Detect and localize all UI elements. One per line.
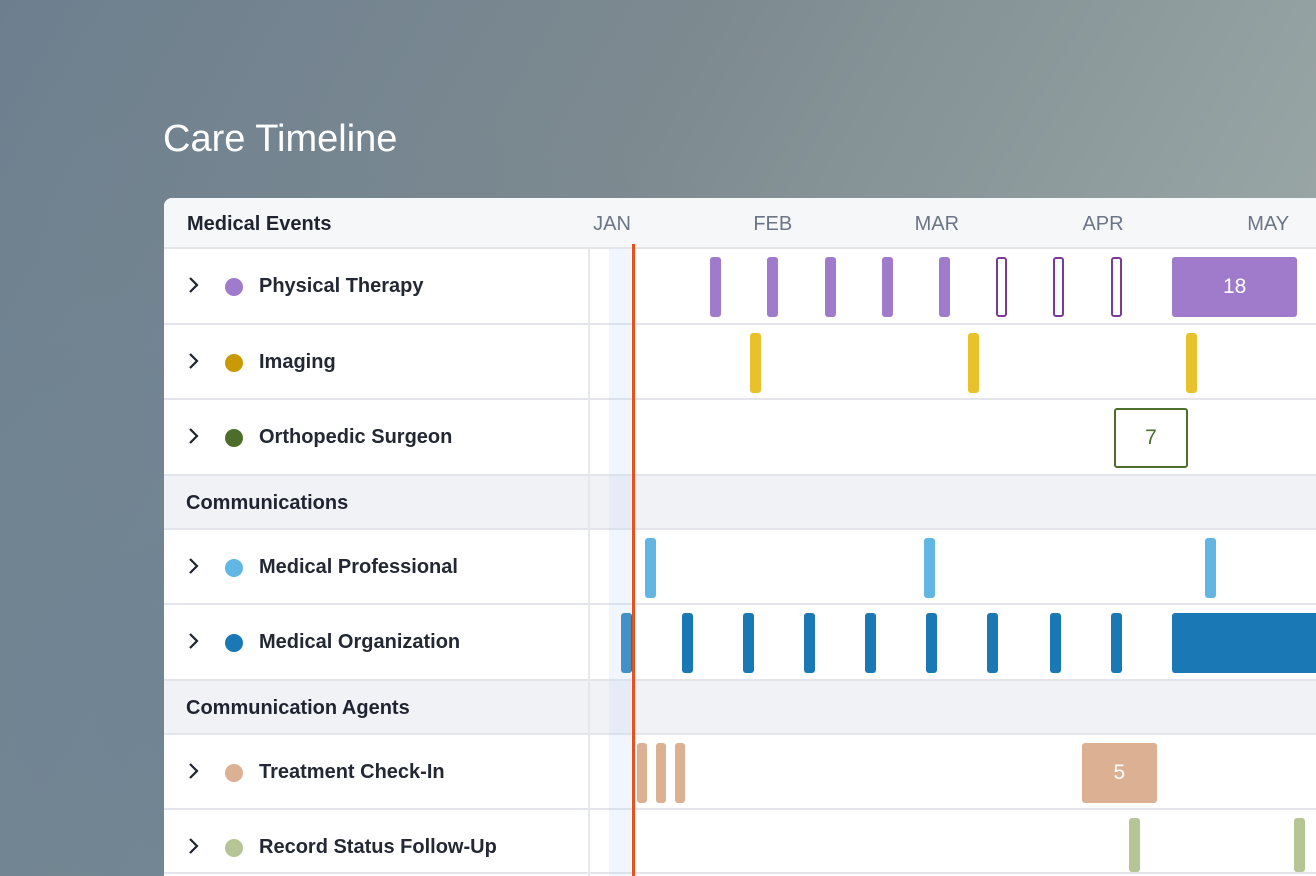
month-label-jan: JAN (593, 213, 631, 235)
chevron-right-icon[interactable] (186, 349, 200, 373)
timeline-row-treatment-check-in[interactable]: Treatment Check-In 5 (164, 734, 1316, 810)
current-period-highlight (609, 249, 631, 876)
timeline-header: Medical Events JAN FEB MAR APR MAY (164, 198, 1316, 249)
event-marker[interactable] (865, 613, 877, 673)
event-marker[interactable] (996, 257, 1008, 317)
timeline-panel: Medical Events JAN FEB MAR APR MAY Physical … (164, 198, 1316, 876)
chevron-right-icon[interactable] (186, 424, 200, 448)
event-marker[interactable] (644, 537, 656, 598)
category-color-dot (225, 763, 243, 782)
chevron-right-icon[interactable] (186, 629, 200, 653)
event-marker[interactable] (1049, 613, 1061, 673)
month-label-feb: FEB (753, 213, 793, 235)
event-marker[interactable] (881, 257, 893, 317)
column-header-medical-events: Medical Events (187, 213, 332, 235)
event-marker[interactable] (1128, 818, 1140, 872)
event-marker[interactable] (968, 332, 980, 393)
event-marker[interactable] (681, 613, 693, 673)
category-color-dot (225, 634, 243, 652)
event-group-block[interactable] (1172, 613, 1316, 673)
event-marker[interactable] (742, 613, 754, 673)
section-header-communication-agents: Communication Agents (164, 680, 1316, 735)
category-color-dot (225, 278, 243, 296)
event-marker[interactable] (1186, 332, 1198, 393)
event-marker[interactable] (675, 742, 686, 803)
event-marker[interactable] (710, 257, 722, 317)
row-label: Treatment Check-In (259, 760, 445, 783)
chevron-right-icon[interactable] (186, 273, 200, 297)
today-marker (632, 244, 636, 876)
column-divider (588, 249, 590, 876)
month-label-may: MAY (1247, 213, 1290, 235)
event-group-block[interactable]: 5 (1081, 742, 1157, 803)
event-group-block[interactable]: 7 (1113, 408, 1189, 468)
timeline-row-medical-professional[interactable]: Medical Professional (164, 529, 1316, 605)
row-label: Imaging (259, 350, 336, 373)
section-label: Communications (186, 491, 349, 514)
page-title: Care Timeline (163, 118, 398, 160)
event-marker[interactable] (804, 613, 816, 673)
event-group-block[interactable]: 18 (1172, 257, 1298, 317)
timeline-row-orthopedic-surgeon[interactable]: Orthopedic Surgeon 7 (164, 400, 1316, 476)
timeline-row-physical-therapy[interactable]: Physical Therapy 18 (164, 249, 1316, 325)
category-color-dot (225, 839, 243, 857)
event-count: 5 (1113, 760, 1126, 784)
event-count: 18 (1222, 275, 1247, 298)
timeline-row-imaging[interactable]: Imaging (164, 324, 1316, 400)
category-color-dot (225, 429, 243, 447)
category-color-dot (225, 558, 243, 577)
event-marker[interactable] (620, 613, 632, 673)
section-label: Communication Agents (186, 696, 410, 719)
event-marker[interactable] (1053, 257, 1065, 317)
category-color-dot (225, 353, 243, 372)
section-header-communications: Communications (164, 475, 1316, 530)
event-marker[interactable] (1110, 257, 1122, 317)
row-label: Medical Professional (259, 555, 458, 578)
event-marker[interactable] (767, 257, 779, 317)
event-marker[interactable] (926, 613, 938, 673)
chevron-right-icon[interactable] (186, 759, 200, 783)
chevron-right-icon[interactable] (186, 834, 200, 858)
row-label: Physical Therapy (259, 275, 424, 297)
event-marker[interactable] (1205, 537, 1217, 598)
event-marker[interactable] (924, 537, 936, 598)
event-marker[interactable] (938, 257, 950, 317)
event-marker[interactable] (656, 742, 667, 803)
timeline-row-record-status-follow-up[interactable]: Record Status Follow-Up (164, 810, 1316, 874)
chevron-right-icon[interactable] (186, 554, 200, 578)
month-label-apr: APR (1082, 213, 1124, 235)
row-label: Medical Organization (259, 631, 461, 653)
event-marker[interactable] (1110, 613, 1122, 673)
timeline-row-medical-organization[interactable]: Medical Organization (164, 605, 1316, 681)
row-label: Orthopedic Surgeon (259, 426, 453, 448)
event-count: 7 (1145, 426, 1157, 449)
row-label: Record Status Follow-Up (259, 836, 497, 858)
event-marker[interactable] (750, 332, 762, 393)
event-marker[interactable] (987, 613, 999, 673)
event-marker[interactable] (824, 257, 836, 317)
month-label-mar: MAR (914, 213, 960, 235)
event-marker[interactable] (1294, 818, 1306, 872)
event-marker[interactable] (636, 742, 647, 803)
